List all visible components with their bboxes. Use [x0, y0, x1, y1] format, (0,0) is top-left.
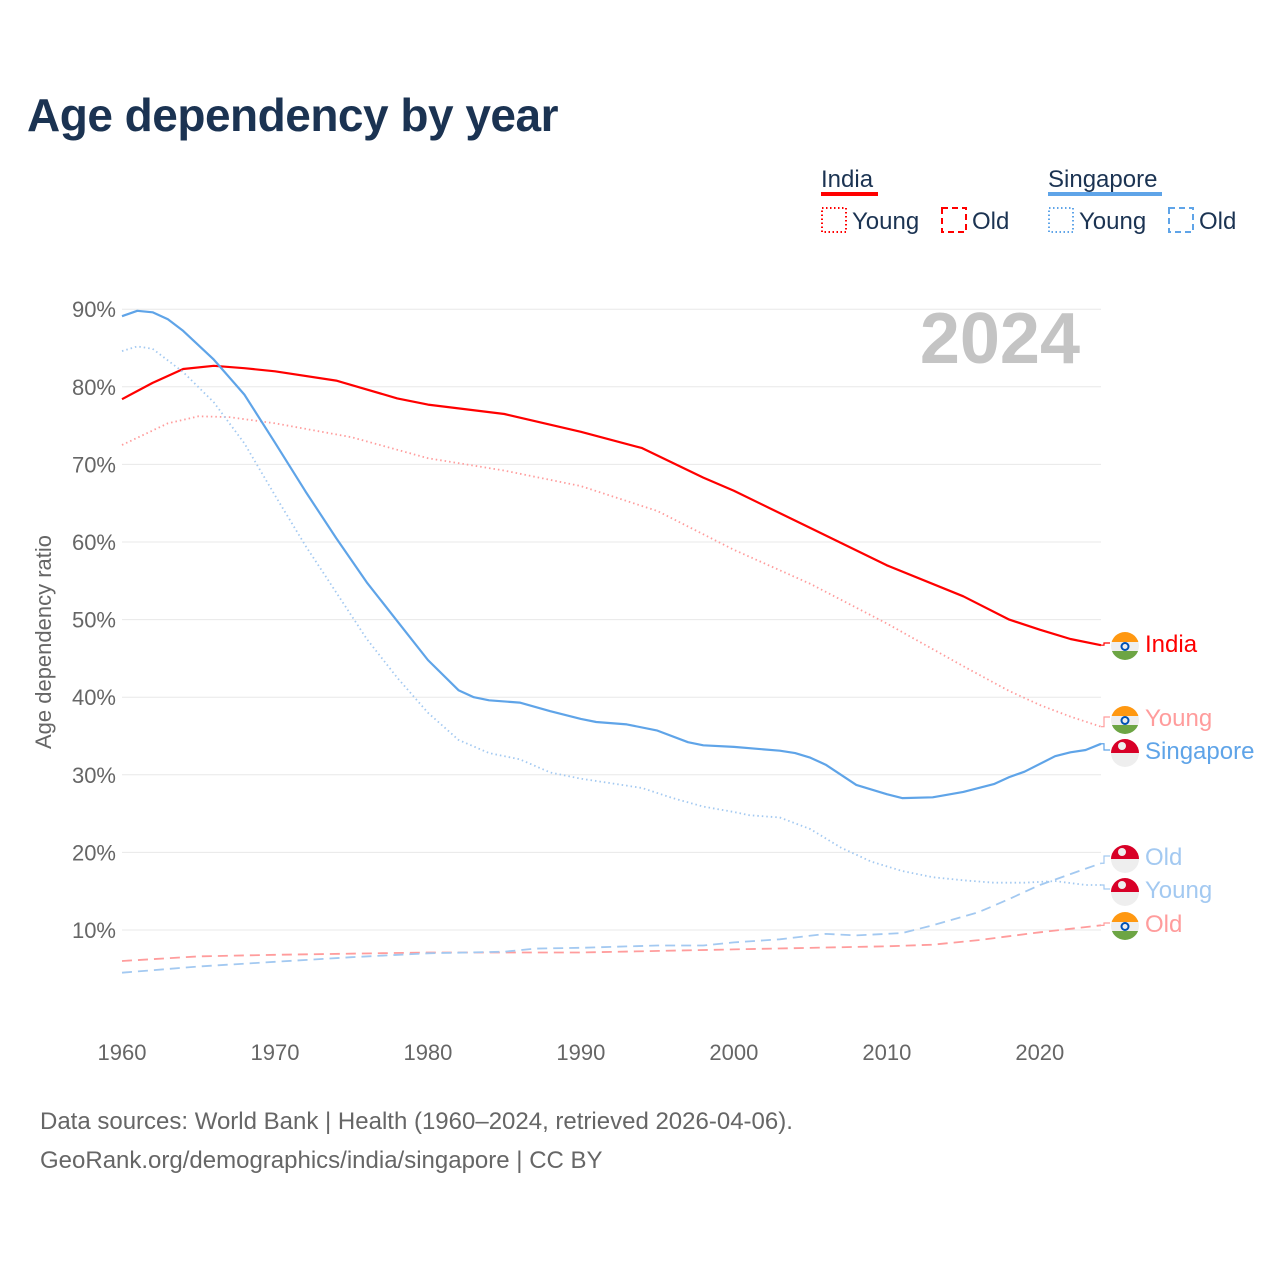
label-connector	[1101, 642, 1110, 646]
y-axis-label: Age dependency ratio	[31, 535, 56, 749]
flag-body	[1111, 845, 1139, 873]
legend-item-young: Young	[852, 208, 919, 235]
flag-white	[1111, 892, 1139, 906]
end-label: Old	[1145, 911, 1182, 938]
x-tick-label: 2000	[709, 1040, 758, 1065]
x-tick-label: 1960	[98, 1040, 147, 1065]
y-tick-label: 20%	[72, 840, 116, 865]
source-line-2[interactable]: GeoRank.org/demographics/india/singapore…	[40, 1147, 603, 1174]
flag-chakra	[1120, 642, 1130, 651]
india-flag-icon	[1111, 706, 1139, 734]
x-tick-label: 2010	[862, 1040, 911, 1065]
flag-body	[1111, 632, 1139, 660]
flag-body	[1111, 878, 1139, 906]
flag-body	[1111, 706, 1139, 734]
legend-item-young: Young	[1079, 208, 1146, 235]
singapore-flag-icon	[1111, 739, 1139, 767]
label-connector	[1101, 743, 1110, 751]
label-connector	[1101, 922, 1110, 926]
flag-body	[1111, 912, 1139, 940]
series-line-india-young	[121, 415, 1102, 728]
flag-green	[1111, 725, 1139, 734]
series-line-india	[121, 364, 1102, 647]
flag-saffron	[1111, 632, 1139, 642]
legend-item-old: Old	[1199, 208, 1236, 235]
legend-swatch-old	[1168, 207, 1194, 233]
year-overlay: 2024	[920, 299, 1080, 379]
x-tick-label: 1990	[556, 1040, 605, 1065]
y-tick-label: 30%	[72, 763, 116, 788]
end-label: Old	[1145, 844, 1182, 871]
flag-saffron	[1111, 912, 1139, 922]
series-line-singapore-old	[121, 862, 1102, 974]
legend-group-underline	[821, 192, 878, 196]
y-tick-label: 70%	[72, 452, 116, 477]
label-connector	[1101, 884, 1110, 890]
flag-saffron	[1111, 706, 1139, 716]
end-label: Young	[1145, 705, 1212, 732]
label-connector	[1101, 716, 1110, 728]
flag-white	[1111, 716, 1139, 725]
legend-item-old: Old	[972, 208, 1009, 235]
series-line-india-old	[121, 924, 1102, 962]
legend-swatch-old	[941, 207, 967, 233]
x-tick-label: 1980	[403, 1040, 452, 1065]
y-tick-label: 10%	[72, 918, 116, 943]
legend-swatch-young	[1048, 207, 1074, 233]
end-label: Singapore	[1145, 738, 1254, 765]
source-line-1: Data sources: World Bank | Health (1960–…	[40, 1108, 793, 1135]
series-line-singapore-young	[121, 345, 1101, 886]
chart-title: Age dependency by year	[27, 89, 558, 141]
india-flag-icon	[1111, 912, 1139, 940]
flag-white	[1111, 753, 1139, 767]
y-tick-label: 50%	[72, 608, 116, 633]
y-tick-label: 60%	[72, 530, 116, 555]
legend-group-singapore: Singapore	[1048, 166, 1157, 193]
flag-white	[1111, 859, 1139, 873]
flag-chakra	[1120, 922, 1130, 931]
y-tick-label: 40%	[72, 685, 116, 710]
flag-moon	[1118, 742, 1126, 750]
flag-white	[1111, 642, 1139, 651]
flag-green	[1111, 651, 1139, 660]
series-line-singapore	[121, 309, 1102, 800]
x-tick-label: 2020	[1015, 1040, 1064, 1065]
india-flag-icon	[1111, 632, 1139, 660]
end-label: Young	[1145, 877, 1212, 904]
x-tick-label: 1970	[250, 1040, 299, 1065]
singapore-flag-icon	[1111, 845, 1139, 873]
legend-swatch-young	[821, 207, 847, 233]
flag-moon	[1118, 881, 1126, 889]
flag-white	[1111, 922, 1139, 931]
legend-group-underline	[1048, 192, 1162, 196]
y-tick-label: 90%	[72, 297, 116, 322]
legend-group-india: India	[821, 166, 874, 193]
flag-chakra	[1120, 716, 1130, 725]
singapore-flag-icon	[1111, 878, 1139, 906]
flag-green	[1111, 931, 1139, 940]
flag-moon	[1118, 848, 1126, 856]
end-label: India	[1145, 631, 1198, 658]
y-tick-label: 80%	[72, 375, 116, 400]
label-connector	[1101, 855, 1110, 864]
flag-body	[1111, 739, 1139, 767]
